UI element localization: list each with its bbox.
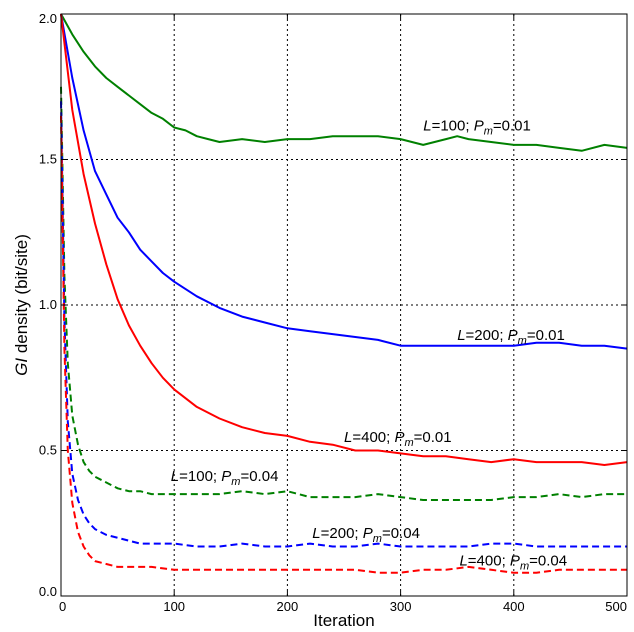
y-axis-label: GI density (bit/site) (12, 234, 31, 376)
series-line-l400-p004 (60, 115, 627, 574)
y-tick-label: 1.5 (39, 152, 57, 167)
tick-layer: 0 100 200 300 400 500 0.0 0.5 1.0 1.5 2.0 (39, 11, 628, 614)
y-axis-label-rest: density (bit/site) (12, 234, 31, 358)
series-layer (60, 13, 628, 574)
series-label-l400-p001: L=400; Pm=0.01 (344, 429, 452, 449)
series-label-l200-p001: L=200; Pm=0.01 (457, 327, 565, 347)
series-line-l200-p001 (60, 13, 628, 350)
x-tick-label: 300 (390, 599, 412, 614)
series-label-l100-p001: L=100; Pm=0.01 (423, 117, 531, 137)
x-tick-label: 200 (277, 599, 299, 614)
annotation-layer: L=100; Pm=0.01 L=200; Pm=0.01 L=400; Pm=0.… (171, 117, 567, 572)
grid-layer (61, 14, 627, 596)
x-axis-label: Iteration (313, 611, 374, 630)
series-label-l200-p004: L=200; Pm=0.04 (312, 525, 420, 545)
series-label-l400-p004: L=400; Pm=0.04 (459, 553, 567, 573)
y-tick-label: 2.0 (39, 11, 57, 26)
series-line-l400-p001 (60, 13, 628, 466)
x-tick-label: 100 (163, 599, 185, 614)
x-tick-label: 500 (605, 599, 627, 614)
series-line-l200-p004 (60, 101, 627, 548)
y-tick-label: 0.0 (39, 584, 57, 599)
y-tick-label: 0.5 (39, 443, 57, 458)
x-tick-label: 400 (503, 599, 525, 614)
x-tick-label: 0 (59, 599, 66, 614)
y-tick-label: 1.0 (39, 297, 57, 312)
series-line-l100-p001 (60, 13, 628, 152)
series-line-l100-p004 (60, 86, 627, 501)
y-axis-label-italic: GI (12, 358, 31, 376)
series-label-l100-p004: L=100; Pm=0.04 (171, 468, 279, 488)
